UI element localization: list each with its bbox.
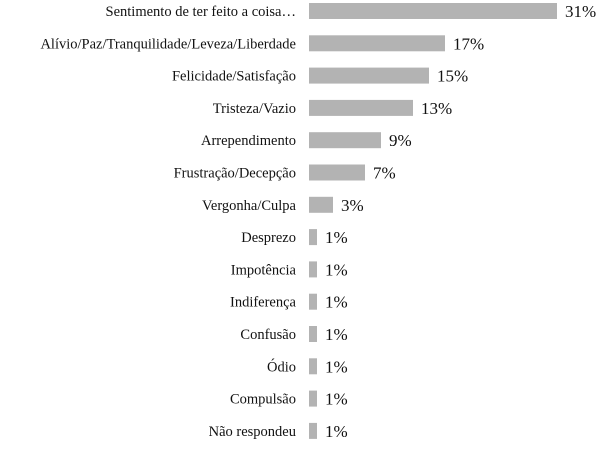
value-label-1: 17%	[453, 34, 484, 53]
category-label-10: Confusão	[240, 327, 296, 343]
bars-group	[309, 3, 557, 439]
bar-2	[309, 67, 429, 84]
category-label-9: Indiferença	[230, 295, 297, 311]
value-label-9: 1%	[325, 293, 348, 312]
bar-3	[309, 99, 413, 116]
value-label-8: 1%	[325, 260, 348, 279]
category-label-4: Arrependimento	[201, 133, 296, 149]
bar-12	[309, 390, 317, 407]
category-label-12: Compulsão	[230, 392, 296, 408]
category-label-1: Alívio/Paz/Tranquilidade/Leveza/Liberdad…	[40, 36, 296, 52]
value-labels-group: 31% 17% 15% 13% 9% 7% 3% 1% 1% 1% 1% 1% 1% 1%	[325, 2, 596, 441]
value-label-13: 1%	[325, 422, 348, 441]
bar-11	[309, 358, 317, 375]
category-label-8: Impotência	[231, 262, 297, 278]
category-label-13: Não respondeu	[209, 424, 296, 440]
bar-6	[309, 196, 333, 213]
bar-10	[309, 326, 317, 342]
value-label-3: 13%	[421, 99, 452, 118]
bar-13	[309, 422, 317, 439]
category-label-3: Tristeza/Vazio	[213, 101, 296, 117]
value-label-12: 1%	[325, 390, 348, 409]
bar-5	[309, 164, 365, 181]
value-label-0: 31%	[565, 2, 596, 21]
category-label-11: Ódio	[267, 358, 296, 375]
bar-4	[309, 132, 381, 149]
value-label-4: 9%	[389, 131, 412, 150]
bar-0	[309, 3, 557, 19]
category-label-5: Frustração/Decepção	[174, 166, 296, 182]
category-label-6: Vergonha/Culpa	[202, 198, 297, 214]
bar-1	[309, 35, 445, 52]
value-label-5: 7%	[373, 164, 396, 183]
category-labels-group: Sentimento de ter feito a coisa… Alívio/P…	[40, 4, 296, 440]
value-label-10: 1%	[325, 325, 348, 344]
value-label-2: 15%	[437, 67, 468, 86]
category-label-7: Desprezo	[241, 230, 296, 246]
category-label-0: Sentimento de ter feito a coisa…	[106, 4, 296, 20]
bar-9	[309, 293, 317, 310]
value-label-6: 3%	[341, 196, 364, 215]
bar-8	[309, 261, 317, 278]
value-label-11: 1%	[325, 357, 348, 376]
value-label-7: 1%	[325, 228, 348, 247]
bar-7	[309, 229, 317, 246]
category-label-2: Felicidade/Satisfação	[172, 69, 296, 85]
